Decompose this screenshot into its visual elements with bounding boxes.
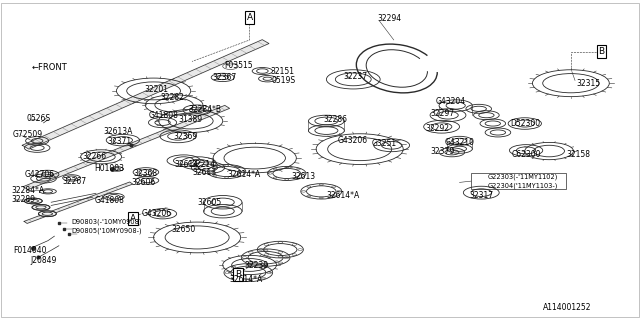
Text: 32294: 32294 (378, 14, 402, 23)
Text: G42706: G42706 (24, 170, 54, 179)
Text: 32158: 32158 (566, 150, 590, 159)
Text: 32614*A: 32614*A (229, 275, 262, 284)
Text: 32613: 32613 (291, 172, 316, 181)
Text: 32284*B: 32284*B (189, 105, 222, 114)
Text: J20849: J20849 (31, 256, 57, 265)
Ellipse shape (38, 211, 56, 217)
Text: D52300: D52300 (511, 119, 541, 128)
Text: G41808: G41808 (95, 196, 125, 205)
Text: 32286: 32286 (323, 115, 347, 124)
Text: C62300: C62300 (512, 150, 541, 159)
Text: 32289: 32289 (12, 196, 35, 204)
Text: 32315: 32315 (576, 79, 600, 88)
Text: G22303(-'11MY1102): G22303(-'11MY1102) (488, 173, 558, 180)
Text: 32613A: 32613A (104, 127, 133, 136)
Text: 32151: 32151 (270, 67, 294, 76)
Text: G22304('11MY1103-): G22304('11MY1103-) (488, 182, 558, 189)
Polygon shape (24, 182, 132, 223)
Polygon shape (23, 105, 230, 190)
Text: 32292: 32292 (426, 124, 450, 133)
Text: G43210: G43210 (445, 138, 475, 147)
Text: 32613: 32613 (192, 168, 216, 177)
Text: 32650: 32650 (172, 225, 196, 234)
Text: 32266: 32266 (82, 152, 106, 161)
Ellipse shape (32, 204, 50, 210)
Text: 32267: 32267 (63, 177, 87, 186)
Text: 31389: 31389 (178, 115, 202, 124)
Text: A: A (246, 13, 253, 22)
Text: A114001252: A114001252 (543, 303, 591, 312)
Text: ←FRONT: ←FRONT (32, 63, 68, 72)
Text: 32369: 32369 (173, 132, 198, 141)
Text: 32614*A: 32614*A (227, 170, 260, 179)
Text: 32282: 32282 (160, 93, 184, 102)
Text: 32614: 32614 (175, 160, 199, 169)
Text: B: B (598, 47, 605, 56)
Text: G43206: G43206 (337, 136, 367, 145)
Text: 32379: 32379 (430, 147, 454, 156)
Text: F03515: F03515 (224, 61, 253, 70)
Text: H01003: H01003 (95, 164, 125, 173)
Text: 32214: 32214 (191, 160, 215, 169)
Text: G72509: G72509 (13, 130, 43, 139)
Text: 32237: 32237 (343, 72, 367, 81)
Ellipse shape (24, 198, 42, 204)
Text: 0519S: 0519S (272, 76, 296, 85)
Text: G43204: G43204 (435, 97, 465, 106)
Text: 32297: 32297 (430, 109, 454, 118)
Text: D90803(-'10MY0908): D90803(-'10MY0908) (72, 219, 142, 225)
Text: 32605: 32605 (197, 198, 221, 207)
Text: 32284*A: 32284*A (12, 186, 45, 195)
Text: F014040: F014040 (13, 246, 46, 255)
Text: G3251: G3251 (371, 140, 396, 148)
Polygon shape (22, 40, 269, 149)
Text: A: A (130, 214, 136, 223)
Text: 32201: 32201 (144, 85, 168, 94)
Text: G43206: G43206 (142, 209, 172, 218)
Text: B: B (235, 270, 241, 279)
Text: 32367: 32367 (212, 73, 237, 82)
Text: 32606: 32606 (131, 178, 156, 187)
Text: 32239: 32239 (244, 261, 269, 270)
Text: D90805('10MY0908-): D90805('10MY0908-) (72, 227, 142, 234)
Text: 0526S: 0526S (27, 114, 51, 123)
Text: G41808: G41808 (148, 111, 179, 120)
Text: 32368: 32368 (133, 169, 157, 178)
Text: 32317: 32317 (470, 191, 494, 200)
Text: 32614*A: 32614*A (326, 191, 360, 200)
Text: 32371: 32371 (108, 137, 132, 146)
Bar (471, 173, 566, 189)
